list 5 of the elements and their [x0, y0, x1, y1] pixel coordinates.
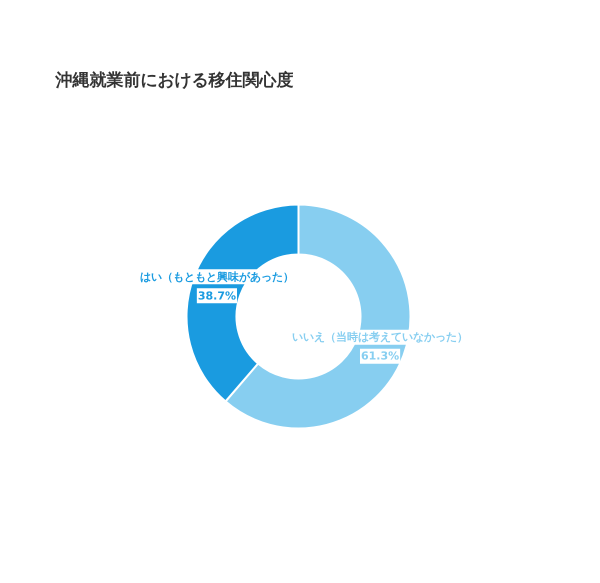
chart-title: 沖縄就業前における移住関心度 [54, 70, 294, 90]
slice-label: はい（もともと興味があった） [140, 270, 294, 284]
data-label: 61.3% [360, 350, 400, 363]
slice-label: いいえ（当時は考えていなかった） [292, 330, 468, 344]
data-label: 38.7% [198, 289, 236, 302]
